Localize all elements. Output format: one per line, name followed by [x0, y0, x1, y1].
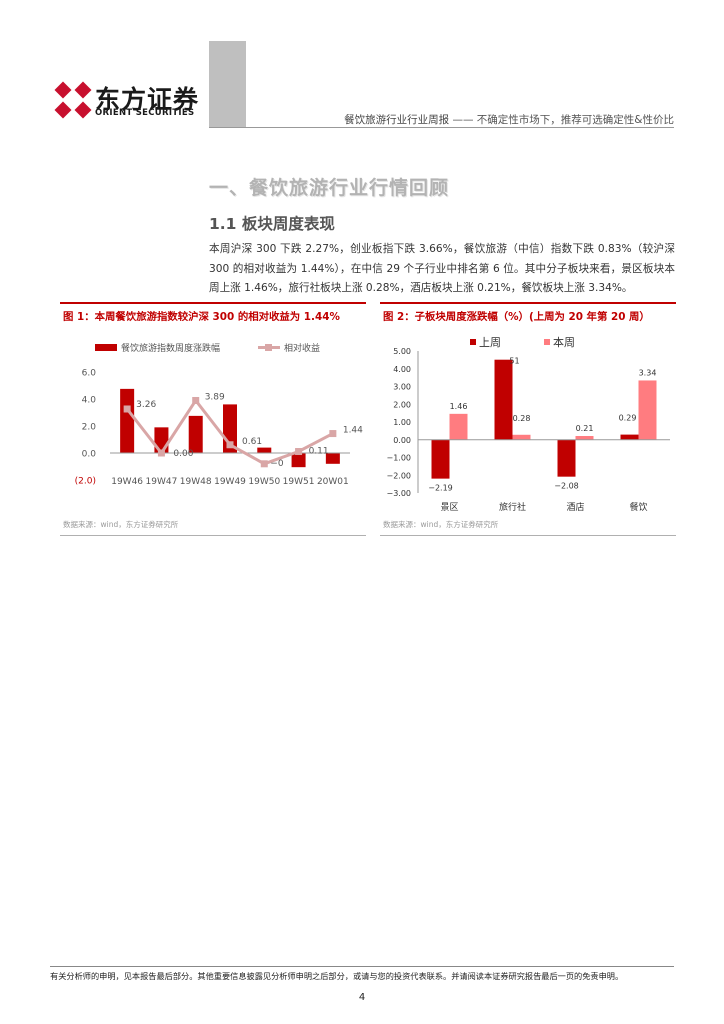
relative-return-label: 1.44	[343, 426, 363, 436]
header-accent-bar	[209, 41, 246, 127]
relative-return-label: 3.26	[136, 400, 156, 410]
x-tick-label: 旅行社	[499, 501, 526, 513]
legend-label-this-week: 本周	[553, 335, 575, 349]
y-tick-label: −2.00	[386, 471, 411, 480]
bar-weekly-change	[154, 427, 169, 453]
relative-return-point	[329, 430, 337, 438]
y-tick-label: −3.00	[386, 489, 411, 498]
figure2-title: 图 2：子板块周度涨跌幅（%）(上周为 20 年第 20 周）	[383, 311, 650, 323]
x-tick-label: 19W49	[214, 477, 246, 487]
x-tick-label: 景区	[440, 502, 458, 513]
legend-label-line: 相对收益	[284, 342, 320, 354]
legend-swatch-this-week	[544, 339, 550, 345]
y-tick-label: 6.0	[82, 369, 97, 379]
relative-return-point	[123, 405, 131, 413]
y-tick-label: 5.00	[393, 347, 411, 356]
bar-last-week	[620, 434, 639, 440]
y-tick-label: 1.00	[393, 418, 411, 427]
x-tick-label: 20W01	[317, 477, 349, 487]
y-tick-label: 4.00	[393, 365, 411, 374]
bar-weekly-change	[325, 453, 340, 464]
x-tick-label: 19W51	[283, 477, 315, 487]
bar-weekly-change	[188, 415, 203, 453]
y-tick-label: 2.0	[82, 423, 97, 433]
y-tick-label: 4.0	[82, 396, 97, 406]
relative-return-point	[226, 441, 234, 449]
data-label-last-week: −2.19	[428, 484, 453, 493]
relative-return-label: 0.11	[309, 447, 329, 457]
bar-this-week	[638, 380, 657, 440]
bar-last-week	[431, 439, 450, 479]
figure2-top-rule	[380, 302, 676, 304]
relative-return-point	[157, 449, 165, 457]
section-heading: 一、餐饮旅游行业行情回顾	[209, 177, 450, 199]
relative-return-point	[192, 396, 200, 404]
header-divider	[209, 127, 674, 128]
data-label-last-week: 51	[509, 357, 519, 366]
data-label-last-week: 0.29	[619, 414, 637, 423]
logo-chinese-name: 东方证券	[95, 85, 200, 114]
data-label-last-week: −2.08	[554, 482, 579, 491]
x-tick-label: 19W47	[146, 477, 178, 487]
bar-this-week	[449, 413, 468, 440]
footer-divider	[50, 966, 674, 967]
report-subtitle: —— 不确定性市场下，推荐可选确定性&性价比	[449, 114, 674, 126]
data-label-this-week: 0.21	[576, 424, 594, 433]
logo-english-name: ORIENT SECURITIES	[95, 108, 195, 118]
x-tick-label: 19W46	[111, 477, 143, 487]
bar-this-week	[512, 434, 531, 440]
bar-weekly-change	[257, 447, 272, 453]
figure1-source: 数据来源：wind，东方证券研究所	[63, 520, 179, 529]
data-label-this-week: 1.46	[450, 402, 468, 411]
data-label-this-week: 0.28	[513, 414, 531, 423]
report-name: 餐饮旅游行业行业周报	[344, 114, 450, 126]
summary-paragraph: 本周沪深 300 下跌 2.27%，创业板指下跌 3.66%，餐饮旅游（中信）指…	[209, 243, 675, 294]
y-tick-label: 0.00	[393, 436, 411, 445]
relative-return-label: 3.89	[205, 392, 225, 402]
figure1-top-rule	[60, 302, 366, 304]
orient-logo-icon	[54, 81, 92, 119]
figure2-bottom-rule	[380, 535, 676, 536]
x-tick-label: 餐饮	[629, 501, 647, 513]
relative-return-label: 0.61	[242, 437, 262, 447]
report-header: 餐饮旅游行业行业周报 —— 不确定性市场下，推荐可选确定性&性价比	[300, 112, 674, 127]
footer-disclaimer: 有关分析师的申明，见本报告最后部分。其他重要信息披露见分析师申明之后部分，或请与…	[50, 971, 624, 981]
figure1-chart: 餐饮旅游指数周度涨跌幅 相对收益 6.0 4.0 2.0 0.0 (2.0) 3.26 0.00…	[75, 342, 364, 487]
legend-swatch-last-week	[470, 339, 476, 345]
legend-marker-line	[265, 344, 272, 351]
legend-label-bar: 餐饮旅游指数周度涨跌幅	[121, 342, 220, 354]
y-tick-label: (2.0)	[75, 477, 96, 487]
subsection-heading: 1.1 板块周度表现	[209, 215, 335, 233]
legend-swatch-bar	[95, 344, 117, 351]
bar-last-week	[557, 439, 576, 477]
relative-return-label: −0	[270, 459, 284, 469]
x-tick-label: 19W50	[248, 477, 280, 487]
data-label-this-week: 3.34	[639, 368, 657, 377]
bar-last-week	[494, 359, 513, 440]
y-tick-label: 3.00	[393, 383, 411, 392]
legend-label-last-week: 上周	[479, 336, 501, 349]
relative-return-point	[260, 460, 268, 468]
bar-weekly-change	[120, 388, 135, 453]
bar-this-week	[575, 436, 594, 440]
y-tick-label: 2.00	[393, 400, 411, 409]
bar-weekly-change	[291, 453, 306, 468]
figure2-chart: 上周 本周 5.00 4.00 3.00 2.00 1.00 0.00 −1.00 −2.00 −3…	[386, 335, 670, 513]
figure2-source: 数据来源：wind，东方证券研究所	[383, 520, 499, 529]
figure1-bottom-rule	[60, 535, 366, 536]
relative-return-label: 0.00	[173, 449, 193, 459]
figure1-title: 图 1：本周餐饮旅游指数较沪深 300 的相对收益为 1.44%	[63, 311, 340, 323]
page-number: 4	[358, 992, 366, 1003]
y-tick-label: −1.00	[386, 454, 411, 463]
x-tick-label: 酒店	[566, 501, 584, 513]
y-tick-label: 0.0	[82, 450, 97, 460]
x-tick-label: 19W48	[180, 477, 212, 487]
relative-return-point	[295, 448, 303, 456]
